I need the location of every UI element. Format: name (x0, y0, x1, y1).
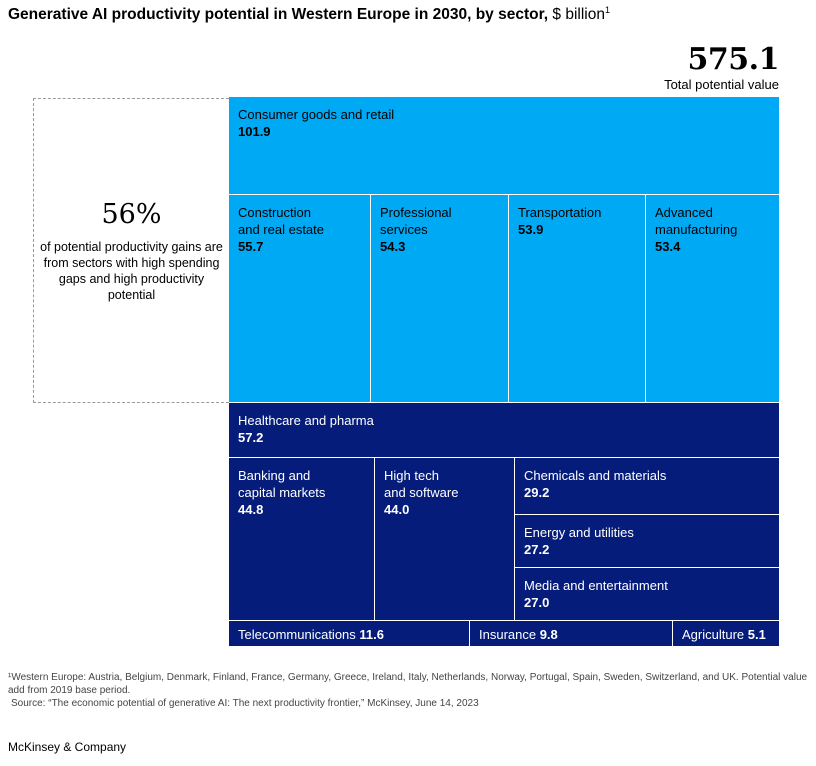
tile-high-tech-and-software: High tech and software 44.0 (375, 458, 515, 621)
callout-percent: 56% (101, 199, 162, 230)
total-value: 575.1 (687, 42, 780, 77)
tile-chemicals-and-materials: Chemicals and materials 29.2 (515, 458, 780, 515)
tile-transportation: Transportation 53.9 (509, 195, 646, 403)
callout-box: 56% of potential productivity gains are … (33, 98, 229, 403)
tile-value: 5.1 (747, 627, 766, 642)
tile-label: Transportation (518, 205, 602, 220)
tile-construction-and-real-estate: Construction and real estate 55.7 (229, 195, 371, 403)
callout-text: of potential productivity gains are from… (40, 240, 223, 302)
tile-label: Insurance (479, 627, 540, 642)
footnote-regions: ¹Western Europe: Austria, Belgium, Denma… (8, 672, 808, 696)
footnote-source: Source: “The economic potential of gener… (11, 698, 479, 709)
brand-name: McKinsey & Company (8, 740, 127, 754)
tile-value: 55.7 (238, 239, 264, 254)
tile-label: Telecommunications (238, 627, 360, 642)
tile-label: Agriculture (682, 627, 748, 642)
tile-label: Chemicals and materials (524, 468, 667, 483)
chart-title: Generative AI productivity potential in … (8, 5, 610, 24)
tile-label: Advanced manufacturing (655, 205, 738, 237)
tile-label: Energy and utilities (524, 525, 634, 540)
tile-telecommunications: Telecommunications 11.6 (229, 621, 470, 647)
tile-value: 44.0 (384, 502, 410, 517)
tile-label: Healthcare and pharma (238, 413, 374, 428)
tile-label: Consumer goods and retail (238, 107, 395, 122)
tile-value: 53.4 (655, 239, 681, 254)
tile-label: Professional services (380, 205, 452, 237)
tile-professional-services: Professional services 54.3 (371, 195, 509, 403)
tile-value: 57.2 (238, 430, 264, 445)
tile-consumer-goods-and-retail: Consumer goods and retail 101.9 (229, 97, 780, 195)
tile-healthcare-and-pharma: Healthcare and pharma 57.2 (229, 403, 780, 458)
tile-media-and-entertainment: Media and entertainment 27.0 (515, 568, 780, 621)
footnotes: ¹Western Europe: Austria, Belgium, Denma… (8, 671, 808, 710)
sector-treemap: Consumer goods and retail 101.9 Constructi… (229, 97, 780, 647)
tile-value: 29.2 (524, 485, 550, 500)
tile-value: 54.3 (380, 239, 406, 254)
tile-label: Construction and real estate (238, 205, 325, 237)
tile-insurance: Insurance 9.8 (470, 621, 673, 647)
tile-energy-and-utilities: Energy and utilities 27.2 (515, 515, 780, 568)
tile-value: 53.9 (518, 222, 544, 237)
tile-value: 101.9 (238, 124, 271, 139)
tile-advanced-manufacturing: Advanced manufacturing 53.4 (646, 195, 780, 403)
tile-value: 27.0 (524, 595, 550, 610)
tile-label: High tech and software (384, 468, 459, 500)
tile-label: Banking and capital markets (238, 468, 326, 500)
tile-label: Media and entertainment (524, 578, 668, 593)
tile-value: 11.6 (359, 627, 384, 642)
title-footnote-mark: 1 (604, 5, 610, 15)
title-unit: $ billion (552, 6, 605, 24)
tile-value: 27.2 (524, 542, 550, 557)
tile-banking-and-capital-markets: Banking and capital markets 44.8 (229, 458, 375, 621)
tile-agriculture: Agriculture 5.1 (673, 621, 780, 647)
tile-value: 44.8 (238, 502, 264, 517)
tile-value: 9.8 (539, 627, 558, 642)
total-label: Total potential value (664, 77, 779, 92)
